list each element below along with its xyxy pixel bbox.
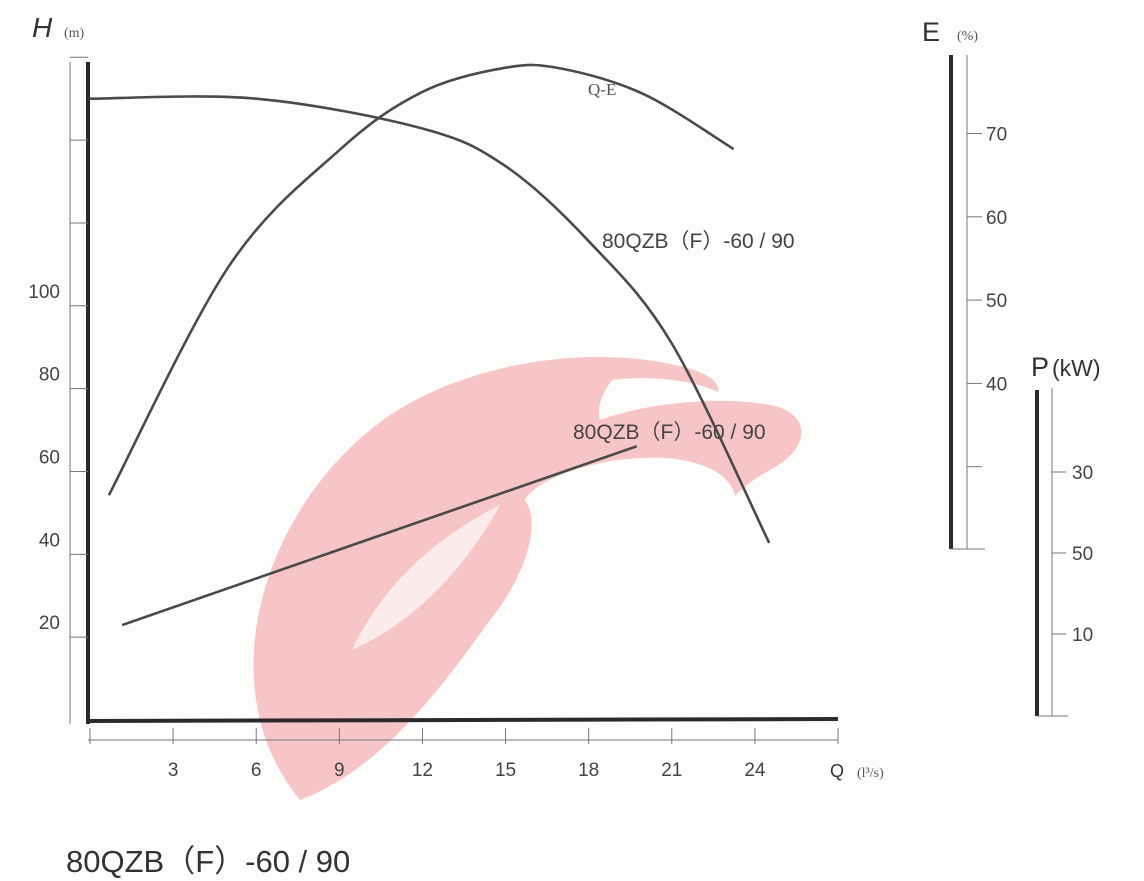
h-tick-label: 40 [39,530,60,551]
p-tick-label: 30 [1072,463,1093,484]
p-tick-label: 50 [1072,544,1093,565]
e-axis-ticks: 40 50 60 70 [967,125,1007,468]
q-tick-label: 21 [661,760,682,781]
p-axis: 30 50 10 P (kW) [1031,352,1101,717]
q-tick-label: 18 [578,760,599,781]
q-tick-label: 15 [495,760,516,781]
watermark-logo [253,356,802,800]
q-tick-label: 24 [744,760,766,781]
h-axis-title: H [32,12,53,43]
h-tick-label: 20 [39,613,60,634]
curves [88,63,770,626]
q-axis-line [85,717,839,723]
h-tick-label: 80 [39,365,60,386]
q-tick-label: 6 [251,760,262,781]
qh-curve [88,95,770,544]
plot-axes [69,62,839,741]
q-tick-label: 3 [168,760,179,781]
e-tick-label: 40 [986,374,1007,395]
qe-curve [108,63,734,496]
p-axis-unit: (kW) [1052,355,1101,381]
e-tick-label: 60 [986,208,1007,229]
e-tick-label: 70 [986,125,1007,146]
q-tick-label: 9 [334,760,345,781]
qe-curve-label: Q-E [588,80,616,99]
e-axis: 40 50 60 70 E (%) [922,17,1007,550]
q-axis-ticks: 3 6 9 12 15 18 21 24 [89,728,839,781]
q-tick-label: 12 [412,760,433,781]
h-axis-unit: (m) [64,26,85,41]
qp-curve [121,445,638,626]
p-tick-label: 10 [1072,625,1093,646]
q-axis-unit: (l³/s) [857,766,884,781]
chart-title: 80QZB（F）-60 / 90 [66,844,351,879]
qp-curve-label: 80QZB（F）-60 / 90 [573,421,766,444]
h-tick-label: 100 [28,282,60,303]
q-axis-title: Q [830,761,844,781]
p-axis-title: P [1031,352,1049,382]
e-axis-title: E [922,17,940,47]
e-axis-unit: (%) [957,29,978,44]
h-axis-ticks: 20 40 60 80 100 [28,56,88,638]
qh-curve-label: 80QZB（F）-60 / 90 [602,230,795,253]
h-tick-label: 60 [39,447,60,468]
e-tick-label: 50 [986,291,1007,312]
